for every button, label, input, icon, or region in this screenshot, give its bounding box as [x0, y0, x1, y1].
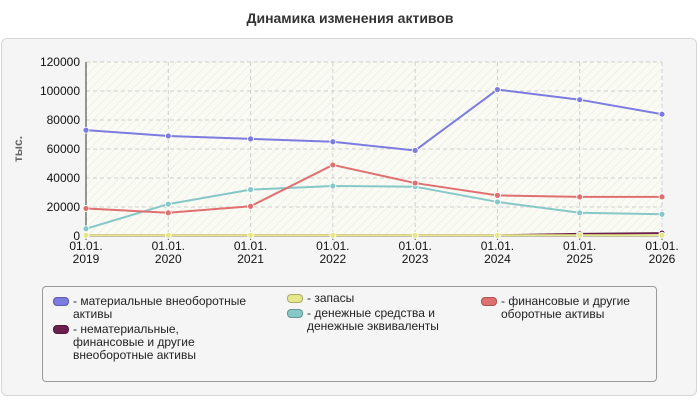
data-point: [247, 231, 254, 239]
data-point: [247, 186, 254, 194]
y-tick-label: 60000: [47, 142, 81, 156]
legend-item: - нематериальные, финансовые и другие вн…: [53, 323, 196, 362]
data-point: [329, 231, 337, 239]
y-axis-label: тыс.: [11, 136, 25, 162]
data-point: [164, 231, 172, 239]
data-point: [329, 161, 337, 169]
legend-item: - материальные внеоборотные активы: [53, 295, 246, 321]
legend-label: - нематериальные, финансовые и другие вн…: [73, 322, 196, 362]
data-point: [494, 231, 501, 239]
data-point: [164, 200, 172, 208]
y-tick-label: 120000: [40, 55, 80, 69]
data-point: [247, 202, 254, 210]
y-tick-label: 40000: [47, 171, 81, 185]
data-point: [411, 231, 419, 239]
data-point: [411, 179, 419, 187]
y-tick-label: 20000: [47, 200, 81, 214]
data-point: [658, 210, 666, 218]
data-point: [658, 110, 666, 118]
x-tick-label: 01.01. 2026: [645, 239, 678, 266]
data-point: [658, 231, 666, 239]
data-point: [658, 193, 666, 201]
legend-item: - запасы: [287, 292, 354, 305]
y-tick-label: 100000: [40, 84, 80, 98]
series-line-4: [85, 163, 662, 214]
data-point: [494, 191, 501, 199]
legend-label: - финансовые и другие оборотные активы: [501, 294, 630, 321]
x-tick-label: 01.01. 2021: [234, 239, 267, 266]
data-point: [576, 209, 584, 217]
series-line-3: [85, 184, 663, 230]
legend-swatch: [287, 294, 303, 303]
series-line-0: [85, 88, 663, 152]
data-point: [576, 193, 584, 201]
y-tick-label: 0: [73, 229, 80, 243]
legend-label: - запасы: [307, 291, 355, 305]
data-point: [82, 231, 90, 239]
data-point: [494, 198, 501, 206]
legend-swatch: [53, 325, 69, 334]
legend-swatch: [287, 309, 303, 318]
legend-swatch: [53, 297, 69, 306]
data-point: [164, 132, 172, 140]
chart-title: Динамика изменения активов: [246, 10, 454, 26]
data-point: [576, 231, 584, 239]
legend-swatch: [481, 297, 497, 306]
legend: - материальные внеоборотные активы - нема…: [42, 286, 657, 382]
legend-label: - материальные внеоборотные активы: [73, 294, 246, 321]
x-tick-label: 01.01. 2019: [69, 239, 102, 266]
legend-label: - денежные средства и денежные эквивален…: [307, 306, 439, 333]
x-tick-label: 01.01. 2023: [398, 239, 431, 266]
y-tick-label: 80000: [47, 113, 81, 127]
data-point: [411, 147, 419, 154]
data-point: [576, 96, 584, 104]
data-point: [247, 135, 254, 143]
x-tick-label: 01.01. 2025: [563, 239, 596, 266]
legend-item: - денежные средства и денежные эквивален…: [287, 307, 439, 333]
data-point: [494, 86, 501, 93]
legend-item: - финансовые и другие оборотные активы: [481, 295, 630, 321]
x-tick-label: 01.01. 2024: [481, 239, 514, 266]
data-point: [82, 126, 90, 134]
data-point: [329, 138, 337, 146]
x-tick-label: 01.01. 2020: [152, 239, 185, 266]
x-tick-label: 01.01. 2022: [316, 239, 349, 266]
data-point: [164, 209, 172, 217]
data-point: [82, 225, 90, 233]
data-point: [329, 182, 337, 190]
data-point: [82, 205, 90, 212]
